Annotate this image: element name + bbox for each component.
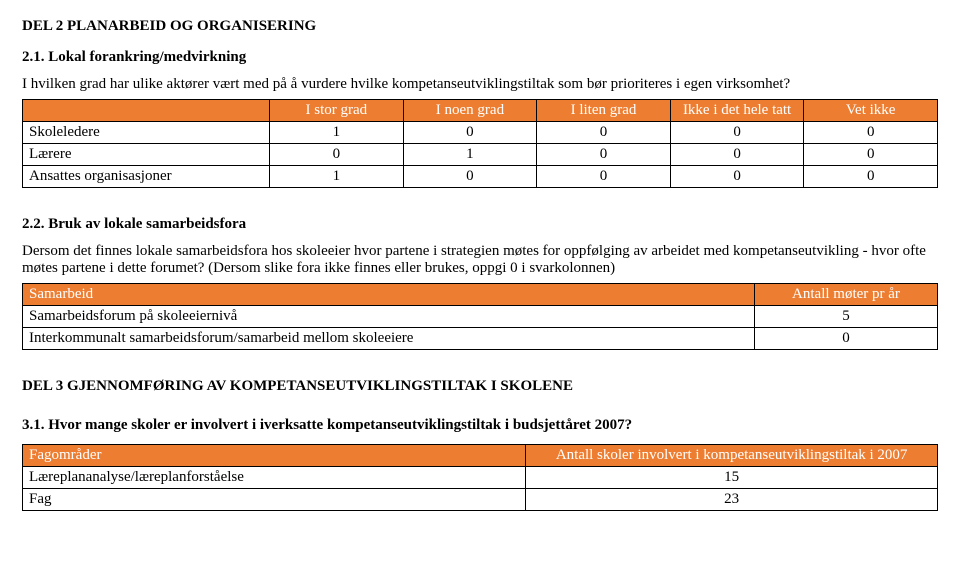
table-header-cell: Antall skoler involvert i kompetanseutvi… bbox=[526, 445, 938, 467]
table-cell: 0 bbox=[670, 166, 804, 188]
table-cell: 15 bbox=[526, 467, 938, 489]
table-cell: 0 bbox=[403, 166, 537, 188]
table-cell: 1 bbox=[270, 166, 404, 188]
table-header-cell: I stor grad bbox=[270, 100, 404, 122]
table-header-row: I stor grad I noen grad I liten grad Ikk… bbox=[23, 100, 938, 122]
table-cell: 1 bbox=[403, 144, 537, 166]
table-row: Lærere 0 1 0 0 0 bbox=[23, 144, 938, 166]
subsection-title-31: 3.1. Hvor mange skoler er involvert i iv… bbox=[22, 417, 938, 434]
table-cell-label: Ansattes organisasjoner bbox=[23, 166, 270, 188]
table-cell: 0 bbox=[270, 144, 404, 166]
table-cell-label: Samarbeidsforum på skoleeiernivå bbox=[23, 306, 755, 328]
table-row: Samarbeidsforum på skoleeiernivå 5 bbox=[23, 306, 938, 328]
table-header-cell: Fagområder bbox=[23, 445, 526, 467]
table-21: I stor grad I noen grad I liten grad Ikk… bbox=[22, 99, 938, 188]
table-cell: 0 bbox=[755, 328, 938, 350]
table-cell-label: Skoleledere bbox=[23, 122, 270, 144]
table-header-cell: Ikke i det hele tatt bbox=[670, 100, 804, 122]
table-header-cell bbox=[23, 100, 270, 122]
table-header-row: Fagområder Antall skoler involvert i kom… bbox=[23, 445, 938, 467]
table-cell: 0 bbox=[537, 144, 671, 166]
table-header-cell: Antall møter pr år bbox=[755, 284, 938, 306]
table-22: Samarbeid Antall møter pr år Samarbeidsf… bbox=[22, 283, 938, 350]
table-header-cell: I liten grad bbox=[537, 100, 671, 122]
question-22: Dersom det finnes lokale samarbeidsfora … bbox=[22, 243, 938, 277]
table-cell: 1 bbox=[270, 122, 404, 144]
table-header-row: Samarbeid Antall møter pr år bbox=[23, 284, 938, 306]
subsection-title-21: 2.1. Lokal forankring/medvirkning bbox=[22, 49, 938, 66]
section-title-del2: DEL 2 PLANARBEID OG ORGANISERING bbox=[22, 18, 938, 35]
table-row: Læreplananalyse/læreplanforståelse 15 bbox=[23, 467, 938, 489]
table-cell: 0 bbox=[804, 144, 938, 166]
table-cell-label: Læreplananalyse/læreplanforståelse bbox=[23, 467, 526, 489]
table-cell: 0 bbox=[403, 122, 537, 144]
table-cell: 0 bbox=[537, 166, 671, 188]
table-row: Fag 23 bbox=[23, 489, 938, 511]
table-header-cell: Samarbeid bbox=[23, 284, 755, 306]
table-header-cell: I noen grad bbox=[403, 100, 537, 122]
subsection-title-22: 2.2. Bruk av lokale samarbeidsfora bbox=[22, 216, 938, 233]
table-cell: 0 bbox=[537, 122, 671, 144]
table-row: Ansattes organisasjoner 1 0 0 0 0 bbox=[23, 166, 938, 188]
table-cell: 0 bbox=[804, 166, 938, 188]
table-cell: 23 bbox=[526, 489, 938, 511]
question-21: I hvilken grad har ulike aktører vært me… bbox=[22, 76, 938, 93]
table-cell: 0 bbox=[804, 122, 938, 144]
table-cell: 0 bbox=[670, 122, 804, 144]
table-cell-label: Interkommunalt samarbeidsforum/samarbeid… bbox=[23, 328, 755, 350]
table-cell-label: Lærere bbox=[23, 144, 270, 166]
table-31: Fagområder Antall skoler involvert i kom… bbox=[22, 444, 938, 511]
table-header-cell: Vet ikke bbox=[804, 100, 938, 122]
table-row: Interkommunalt samarbeidsforum/samarbeid… bbox=[23, 328, 938, 350]
table-cell: 0 bbox=[670, 144, 804, 166]
table-row: Skoleledere 1 0 0 0 0 bbox=[23, 122, 938, 144]
section-title-del3: DEL 3 GJENNOMFØRING AV KOMPETANSEUTVIKLI… bbox=[22, 378, 938, 395]
table-cell-label: Fag bbox=[23, 489, 526, 511]
table-cell: 5 bbox=[755, 306, 938, 328]
